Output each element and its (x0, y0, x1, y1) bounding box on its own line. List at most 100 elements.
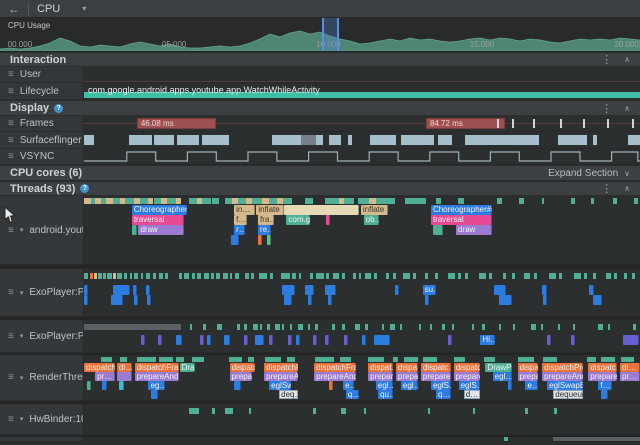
trace-span[interactable] (175, 335, 183, 345)
kebab-menu-icon[interactable]: ⋮ (601, 183, 613, 195)
frames-track[interactable]: 46.08 ms 84.72 ms (84, 116, 640, 132)
kebab-menu-icon[interactable]: ⋮ (601, 102, 613, 115)
kebab-menu-icon[interactable]: ⋮ (601, 54, 613, 66)
collapse-chevron-icon[interactable]: ∧ (624, 184, 630, 193)
expand-caret-icon[interactable]: ▾ (19, 416, 24, 423)
drag-handle-icon[interactable]: ≡ (8, 69, 14, 80)
trace-span[interactable]: prepareAndD… (542, 372, 583, 381)
thread-label[interactable]: ≡ ▾ ExoPlayer:Playb (0, 269, 84, 317)
trace-span[interactable]: q… (345, 390, 359, 399)
trace-span[interactable]: dispa… (395, 363, 418, 372)
trace-span[interactable] (243, 335, 248, 345)
trace-span[interactable]: prepar… (368, 372, 394, 381)
trace-span[interactable] (296, 335, 301, 345)
trace-span[interactable]: f… (598, 381, 613, 390)
trace-span[interactable]: dispatchPr… (264, 363, 299, 372)
user-row-label[interactable]: ≡ User (0, 67, 84, 83)
session-title[interactable]: CPU (37, 2, 61, 15)
trace-span[interactable] (325, 215, 330, 225)
trace-span[interactable] (119, 381, 125, 390)
thread-label[interactable] (0, 437, 84, 442)
section-header-threads[interactable]: Threads (93) ? ⋮ ∧ (0, 181, 640, 196)
trace-span[interactable]: com.g… (286, 215, 310, 225)
trace-span[interactable]: pr… (619, 372, 640, 381)
section-header-interaction[interactable]: Interaction ⋮ ∧ (0, 52, 640, 67)
expand-section-button[interactable]: Expand Section (548, 167, 619, 179)
thread-track[interactable]: Hi… (84, 320, 640, 353)
frame-duration-badge[interactable]: 46.08 ms (136, 118, 217, 129)
trace-span[interactable] (157, 335, 162, 345)
trace-span[interactable]: prepare… (588, 372, 618, 381)
trace-span[interactable]: prepare… (420, 372, 451, 381)
trace-span[interactable] (84, 285, 89, 295)
user-track[interactable] (84, 67, 640, 83)
back-icon[interactable]: ← (8, 1, 20, 16)
trace-span[interactable]: dispatchPre… (542, 363, 583, 372)
trace-span[interactable] (305, 285, 314, 295)
trace-span[interactable] (394, 285, 400, 295)
trace-span[interactable]: dispatc… (420, 363, 451, 372)
trace-span[interactable]: eglS… (458, 381, 481, 390)
trace-span[interactable] (494, 285, 506, 295)
lifecycle-row-label[interactable]: ≡ Lifecycle (0, 83, 84, 100)
trace-span[interactable]: di… (116, 363, 132, 372)
frame-duration-badge[interactable]: 84.72 ms (425, 118, 506, 129)
trace-span[interactable]: dispat… (368, 363, 394, 372)
trace-span[interactable]: q… (435, 390, 451, 399)
trace-span[interactable] (116, 372, 132, 381)
thread-track[interactable]: su… (84, 269, 640, 317)
trace-span[interactable] (146, 295, 151, 305)
thread-label[interactable]: ≡ ▾ HwBinder:1015… (0, 404, 84, 435)
trace-span[interactable]: dispa… (517, 363, 538, 372)
trace-span[interactable]: dequeue… (553, 390, 584, 399)
trace-span[interactable] (288, 335, 293, 345)
expand-caret-icon[interactable]: ▾ (19, 289, 24, 297)
thread-label[interactable]: ≡ ▾ RenderThread (0, 355, 84, 401)
thread-label[interactable]: ≡ ▾ ExoPlayer:Playb (0, 320, 84, 353)
trace-span[interactable] (101, 381, 107, 390)
trace-span[interactable] (432, 225, 444, 235)
cpu-usage-chart[interactable]: CPU Usage 00.000 05.000 10.000 15.000 20.000 (0, 18, 640, 52)
trace-span[interactable]: dispatchFram… (314, 363, 356, 372)
trace-span[interactable]: traversal (430, 215, 492, 225)
trace-span[interactable]: di… (619, 363, 640, 372)
trace-span[interactable]: eglSw… (269, 381, 291, 390)
trace-span[interactable]: e… (525, 381, 538, 390)
trace-span[interactable] (112, 285, 130, 295)
trace-span[interactable]: Choreographer#d… (131, 205, 188, 215)
drag-handle-icon[interactable]: ≡ (8, 118, 14, 129)
trace-span[interactable]: prepareAndDr… (314, 372, 356, 381)
surfaceflinger-row-label[interactable]: ≡ Surfaceflinger (0, 132, 84, 149)
trace-span[interactable] (282, 285, 296, 295)
trace-span[interactable] (266, 235, 271, 245)
thread-track[interactable] (84, 404, 640, 435)
drag-handle-icon[interactable]: ≡ (8, 413, 14, 425)
trace-span[interactable] (541, 285, 548, 295)
trace-span[interactable] (223, 335, 231, 345)
trace-span[interactable]: egl… (375, 381, 394, 390)
trace-span[interactable]: ob… (363, 215, 380, 225)
trace-span[interactable]: su… (422, 285, 436, 295)
trace-span[interactable]: d… (463, 390, 481, 399)
trace-span[interactable]: prepa… (395, 372, 418, 381)
trace-span[interactable]: eg… (148, 381, 165, 390)
drag-handle-icon[interactable]: ≡ (8, 134, 14, 146)
info-icon[interactable]: ? (54, 103, 64, 113)
section-header-cpu-cores[interactable]: CPU cores (6) Expand Section ∨ (0, 165, 640, 181)
trace-span[interactable] (131, 225, 138, 235)
trace-span[interactable] (150, 390, 158, 399)
trace-span[interactable] (374, 335, 390, 345)
trace-span[interactable] (86, 381, 91, 390)
trace-span[interactable] (601, 390, 609, 399)
selection-range[interactable] (321, 18, 339, 51)
trace-span[interactable] (508, 381, 513, 390)
expand-caret-icon[interactable]: ▾ (19, 227, 24, 234)
trace-span[interactable]: dispatch… (84, 363, 116, 372)
trace-span[interactable]: dispatc… (453, 363, 481, 372)
vsync-track[interactable] (84, 149, 640, 165)
drag-handle-icon[interactable]: ≡ (8, 224, 14, 236)
collapse-chevron-icon[interactable]: ∧ (624, 55, 630, 64)
trace-span[interactable] (84, 295, 88, 305)
expand-chevron-icon[interactable]: ∨ (624, 168, 630, 178)
trace-span[interactable]: qu… (378, 390, 394, 399)
